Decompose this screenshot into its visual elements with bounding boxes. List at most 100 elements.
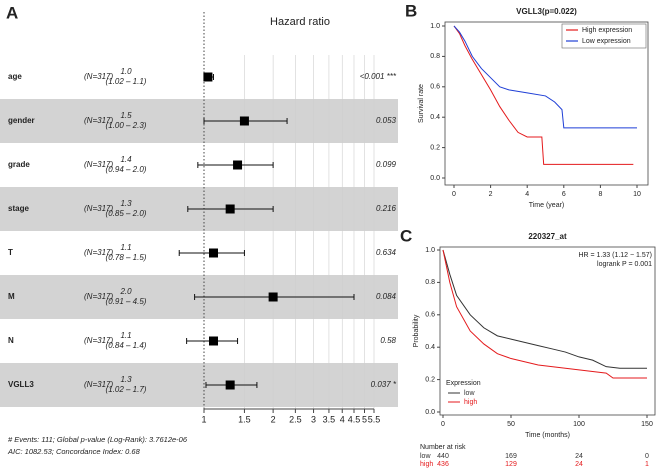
chart-title: Hazard ratio <box>270 16 330 28</box>
hr-box <box>203 72 213 82</box>
y-tick-label: 1.0 <box>425 247 435 254</box>
ci-label: (1.00 – 2.3) <box>106 121 147 130</box>
n-label: (N=317) <box>84 72 113 81</box>
hr-label: 1.4 <box>120 155 132 164</box>
y-tick-label: 0.4 <box>425 344 435 351</box>
plot-frame <box>444 21 649 186</box>
x-tick-label: 50 <box>507 421 515 428</box>
x-tick-label: 4 <box>340 414 345 424</box>
n-label: (N=317) <box>84 160 113 169</box>
hr-box <box>239 116 249 126</box>
y-tick-label: 0.0 <box>430 175 440 182</box>
row-label: T <box>8 248 13 257</box>
hr-label: 1.3 <box>120 199 132 208</box>
survival-curve <box>453 25 637 129</box>
y-tick-label: 0.8 <box>430 53 440 60</box>
p-label: 0.053 <box>376 116 397 125</box>
p-label: 0.099 <box>376 160 397 169</box>
survival-curve <box>442 249 647 369</box>
x-tick-label: 1 <box>201 414 206 424</box>
risk-count: 440 <box>437 453 449 460</box>
row-band <box>0 363 398 407</box>
y-tick-label: 0.4 <box>430 114 440 121</box>
p-label: 0.084 <box>376 292 397 301</box>
hr-box <box>209 336 219 346</box>
legend-label: low <box>464 390 475 397</box>
risk-row-label: low <box>420 453 431 460</box>
x-tick-label: 2.5 <box>289 414 302 424</box>
annotation: HR = 1.33 (1.12 − 1.57) <box>578 252 652 259</box>
x-tick-label: 4 <box>525 191 529 198</box>
survival-curve <box>453 25 634 165</box>
risk-count: 1 <box>645 461 649 468</box>
row-label: stage <box>8 204 29 213</box>
hr-label: 1.5 <box>120 111 132 120</box>
hr-box <box>225 204 235 214</box>
hr-box <box>209 248 219 258</box>
hr-label: 2.0 <box>119 287 132 296</box>
panel-label: A <box>6 3 18 22</box>
ci-label: (0.94 – 2.0) <box>106 165 147 174</box>
hr-label: 1.3 <box>120 375 132 384</box>
y-tick-label: 0.8 <box>425 279 435 286</box>
risk-row-label: high <box>420 461 433 468</box>
x-axis-label: Time (year) <box>529 202 565 209</box>
legend-label: Low expression <box>582 38 631 45</box>
row-band <box>0 99 398 143</box>
x-tick-label: 3.5 <box>323 414 336 424</box>
survival-curve <box>442 249 647 379</box>
risk-count: 436 <box>437 461 449 468</box>
ci-label: (0.78 – 1.5) <box>106 253 147 262</box>
x-tick-label: 100 <box>573 421 585 428</box>
ci-label: (0.91 – 4.5) <box>106 297 147 306</box>
annotation: logrank P = 0.001 <box>597 261 652 268</box>
x-tick-label: 5.5 <box>368 414 381 424</box>
legend-box <box>561 23 647 49</box>
n-label: (N=317) <box>84 116 113 125</box>
row-label: age <box>8 72 22 81</box>
plot-frame <box>439 246 656 416</box>
x-tick-label: 2 <box>271 414 276 424</box>
panel-label: C <box>400 226 412 245</box>
x-tick-label: 10 <box>633 191 641 198</box>
hr-box <box>268 292 278 302</box>
n-label: (N=317) <box>84 380 113 389</box>
x-tick-label: 0 <box>441 421 445 428</box>
ci-label: (1.02 – 1.1) <box>106 77 147 86</box>
ci-label: (1.02 – 1.7) <box>106 385 147 394</box>
x-tick-label: 1.5 <box>238 414 251 424</box>
row-label: gender <box>8 116 35 125</box>
n-label: (N=317) <box>84 204 113 213</box>
p-label: 0.037 * <box>371 380 397 389</box>
x-tick-label: 2 <box>489 191 493 198</box>
p-label: 0.216 <box>376 204 397 213</box>
x-tick-label: 8 <box>598 191 602 198</box>
legend-title: Expression <box>446 380 481 387</box>
panel-label: B <box>405 1 417 20</box>
risk-count: 24 <box>575 453 583 460</box>
y-tick-label: 0.2 <box>425 376 435 383</box>
hr-label: 1.1 <box>120 243 131 252</box>
risk-count: 24 <box>575 461 583 468</box>
risk-count: 129 <box>505 461 517 468</box>
legend-label: High expression <box>582 27 632 34</box>
risk-title: Number at risk <box>420 444 466 451</box>
ci-label: (0.84 – 1.4) <box>106 341 147 350</box>
y-tick-label: 0.6 <box>430 84 440 91</box>
n-label: (N=317) <box>84 292 113 301</box>
n-label: (N=317) <box>84 248 113 257</box>
footnote: # Events: 111; Global p-value (Log-Rank)… <box>8 435 188 444</box>
chart-title: 220327_at <box>528 232 567 241</box>
x-tick-label: 150 <box>641 421 653 428</box>
n-label: (N=317) <box>84 336 113 345</box>
x-tick-label: 5 <box>362 414 367 424</box>
risk-count: 169 <box>505 453 517 460</box>
p-label: 0.58 <box>380 336 396 345</box>
y-tick-label: 0.0 <box>425 409 435 416</box>
hr-label: 1.0 <box>120 67 132 76</box>
chart-title: VGLL3(p=0.022) <box>516 7 577 16</box>
row-label: grade <box>8 160 30 169</box>
y-tick-label: 0.6 <box>425 312 435 319</box>
risk-count: 0 <box>645 453 649 460</box>
